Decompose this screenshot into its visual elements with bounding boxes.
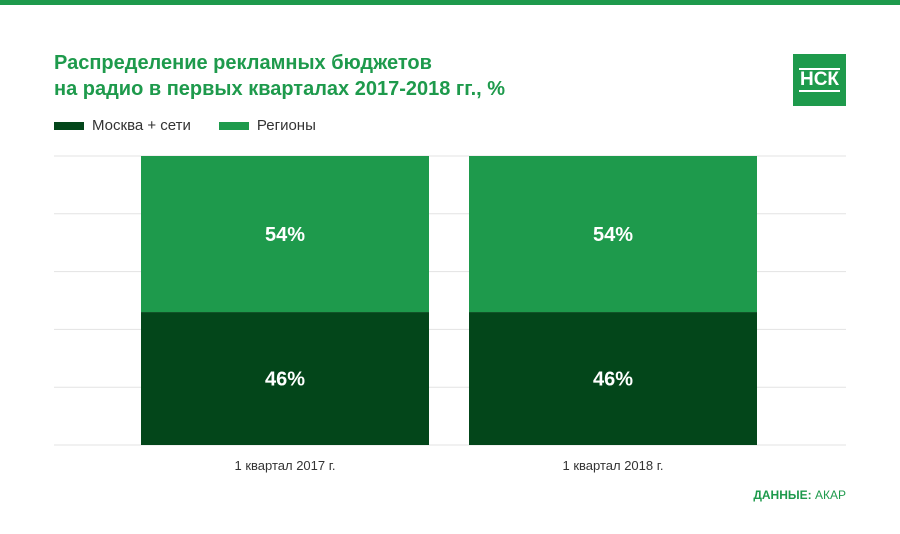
data-label: 46%	[593, 369, 633, 391]
data-label: 54%	[265, 224, 305, 246]
chart-legend: Москва + сети Регионы	[54, 117, 344, 134]
bar-segment	[141, 156, 429, 313]
top-accent-bar	[0, 0, 900, 5]
data-label: 46%	[265, 369, 305, 391]
legend-item-regions: Регионы	[218, 117, 316, 134]
legend-label-regions: Регионы	[256, 117, 316, 134]
data-source: ДАННЫЕ: АКАР	[753, 488, 846, 502]
bar-segment	[469, 312, 757, 445]
chart-title-line-2: на радио в первых кварталах 2017-2018 гг…	[54, 78, 506, 100]
data-source-value: АКАР	[814, 488, 846, 502]
legend-swatch-regions	[218, 121, 249, 130]
data-label: 54%	[593, 224, 633, 246]
chart-title: Распределение рекламных бюджетов на ради…	[54, 50, 694, 102]
legend-item-moscow: Москва + сети	[54, 117, 191, 134]
bar-segment	[469, 156, 757, 313]
bar-segment	[141, 312, 429, 445]
chart-title-line-1: Распределение рекламных бюджетов	[54, 52, 432, 74]
legend-swatch-moscow	[54, 121, 84, 130]
x-tick-label: 1 квартал 2017 г.	[235, 458, 336, 473]
x-tick-label: 1 квартал 2018 г.	[563, 458, 664, 473]
nsk-logo: НСК	[793, 54, 846, 106]
data-source-label: ДАННЫЕ:	[753, 488, 812, 502]
legend-label-moscow: Москва + сети	[92, 117, 191, 134]
